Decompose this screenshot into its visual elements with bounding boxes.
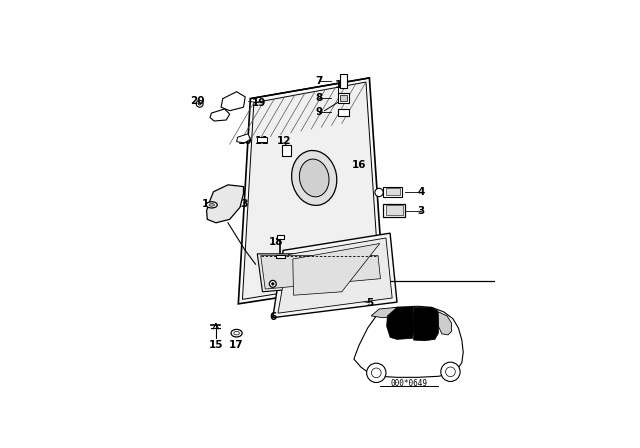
Polygon shape — [260, 255, 380, 289]
Polygon shape — [221, 92, 245, 111]
Bar — [276, 255, 285, 258]
Circle shape — [271, 283, 274, 285]
Text: 000*0649: 000*0649 — [390, 379, 428, 388]
Polygon shape — [273, 233, 397, 318]
Circle shape — [375, 188, 383, 197]
Text: 17: 17 — [229, 340, 244, 350]
Text: 16: 16 — [352, 160, 366, 170]
Text: 1: 1 — [335, 80, 342, 90]
Text: 13: 13 — [234, 199, 249, 209]
Text: 5: 5 — [366, 298, 373, 308]
Ellipse shape — [231, 329, 242, 337]
Polygon shape — [207, 185, 243, 223]
Polygon shape — [237, 134, 250, 143]
Ellipse shape — [234, 332, 239, 335]
Polygon shape — [210, 109, 230, 121]
Ellipse shape — [300, 159, 329, 197]
Bar — [276, 234, 284, 239]
Text: 9: 9 — [315, 108, 323, 117]
Ellipse shape — [206, 202, 217, 208]
Ellipse shape — [292, 151, 337, 205]
Circle shape — [445, 367, 455, 377]
Text: 10: 10 — [238, 136, 252, 146]
Ellipse shape — [209, 203, 214, 206]
Bar — [282, 145, 291, 155]
Text: 20: 20 — [189, 96, 204, 106]
Bar — [338, 109, 349, 116]
Circle shape — [198, 103, 201, 105]
Circle shape — [367, 363, 386, 383]
Polygon shape — [293, 244, 380, 295]
Text: 3: 3 — [417, 207, 425, 216]
Bar — [383, 204, 406, 217]
Bar — [386, 205, 403, 215]
Polygon shape — [438, 312, 451, 335]
Polygon shape — [278, 238, 392, 313]
Text: 2: 2 — [287, 261, 294, 271]
Polygon shape — [238, 78, 383, 304]
Text: 14: 14 — [202, 199, 216, 209]
Bar — [257, 137, 267, 142]
Text: 12: 12 — [276, 136, 291, 146]
Text: 6: 6 — [269, 312, 276, 322]
Bar — [340, 95, 347, 101]
Text: 4: 4 — [417, 187, 425, 197]
Text: 15: 15 — [209, 340, 223, 350]
Polygon shape — [413, 307, 438, 341]
Bar — [339, 93, 349, 103]
Circle shape — [196, 100, 203, 107]
Polygon shape — [257, 254, 383, 292]
Text: 19: 19 — [252, 98, 266, 108]
Polygon shape — [243, 82, 379, 299]
Text: 18: 18 — [269, 237, 284, 247]
Circle shape — [371, 368, 381, 378]
Polygon shape — [354, 306, 463, 377]
Circle shape — [441, 362, 460, 382]
Circle shape — [269, 280, 276, 287]
Bar — [383, 186, 403, 197]
Bar — [386, 188, 400, 195]
Polygon shape — [371, 307, 413, 318]
Text: 8: 8 — [315, 93, 323, 103]
Polygon shape — [387, 307, 413, 340]
Bar — [340, 74, 348, 88]
Text: 11: 11 — [255, 136, 269, 146]
Text: 7: 7 — [315, 76, 323, 86]
